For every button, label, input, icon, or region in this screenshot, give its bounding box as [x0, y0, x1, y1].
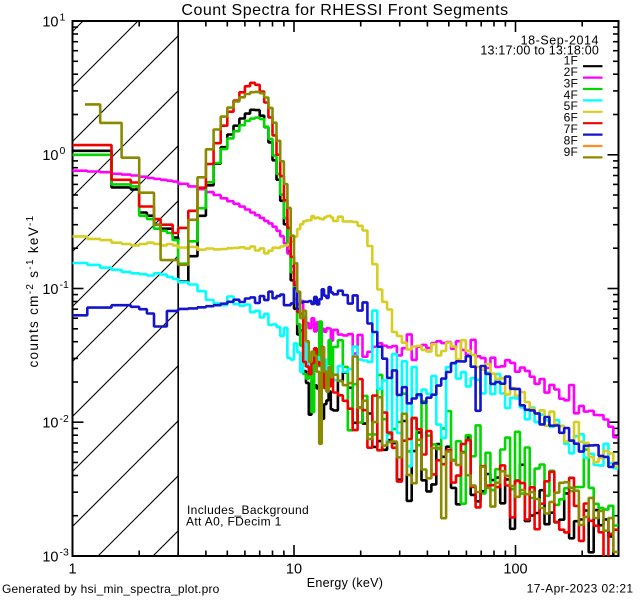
svg-text:counts cm-2 s-1 keV-1: counts cm-2 s-1 keV-1: [25, 214, 41, 367]
svg-text:3F: 3F: [564, 76, 578, 90]
svg-text:7F: 7F: [564, 122, 578, 136]
svg-text:10: 10: [42, 549, 58, 565]
svg-text:8F: 8F: [564, 133, 578, 147]
svg-text:6F: 6F: [564, 111, 578, 125]
svg-text:10: 10: [42, 416, 58, 432]
svg-text:4F: 4F: [564, 88, 578, 102]
svg-text:-2: -2: [60, 413, 69, 425]
svg-text:18-Sep-2014: 18-Sep-2014: [521, 34, 599, 48]
svg-text:5F: 5F: [564, 99, 578, 113]
svg-text:10: 10: [42, 148, 58, 164]
svg-text:1F: 1F: [564, 54, 578, 68]
svg-text:0: 0: [60, 145, 66, 157]
svg-text:1: 1: [68, 562, 76, 578]
svg-text:-1: -1: [60, 279, 69, 291]
svg-text:2F: 2F: [564, 65, 578, 79]
svg-text:9F: 9F: [564, 145, 578, 159]
svg-text:17-Apr-2023 02:21: 17-Apr-2023 02:21: [527, 582, 634, 596]
svg-text:Includes_Background: Includes_Background: [187, 503, 309, 517]
svg-text:-3: -3: [60, 547, 69, 559]
svg-text:100: 100: [503, 562, 527, 578]
svg-text:13:17:00 to 13:18:00: 13:17:00 to 13:18:00: [480, 44, 599, 58]
svg-text:10: 10: [42, 282, 58, 298]
svg-text:Att A0, FDecim 1: Att A0, FDecim 1: [186, 515, 282, 529]
svg-text:1: 1: [60, 12, 66, 24]
svg-text:Count Spectra for RHESSI Front: Count Spectra for RHESSI Front Segments: [181, 2, 508, 19]
svg-text:Energy (keV): Energy (keV): [307, 576, 384, 590]
svg-text:10: 10: [286, 562, 302, 578]
svg-text:10: 10: [42, 14, 58, 30]
svg-text:Generated by hsi_min_spectra_p: Generated by hsi_min_spectra_plot.pro: [2, 582, 220, 596]
